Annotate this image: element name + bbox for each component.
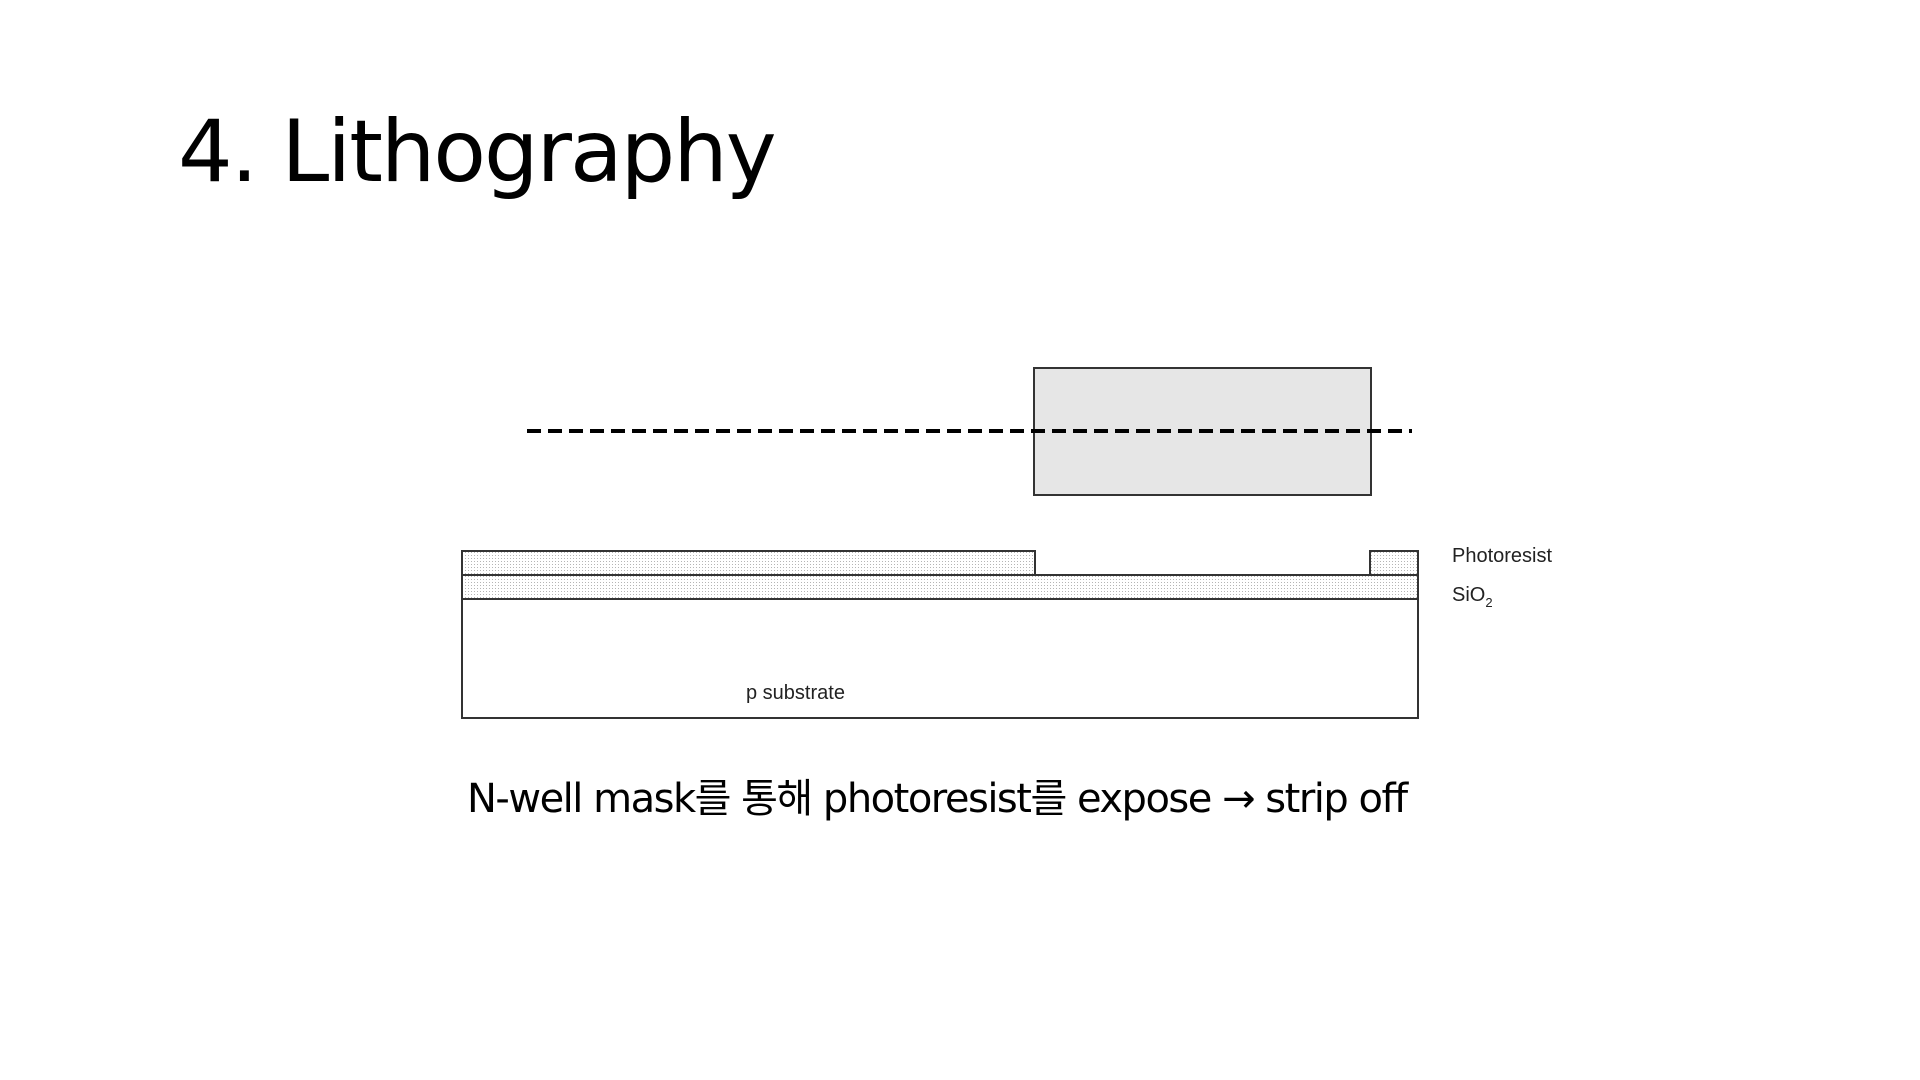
p-substrate-layer bbox=[461, 598, 1419, 719]
photoresist-right-segment bbox=[1369, 550, 1419, 576]
sio2-label-subscript: 2 bbox=[1485, 595, 1492, 610]
sio2-layer bbox=[461, 574, 1419, 600]
p-substrate-label: p substrate bbox=[746, 682, 845, 704]
photoresist-label: Photoresist bbox=[1452, 545, 1552, 567]
sio2-label-base: SiO bbox=[1452, 584, 1485, 606]
slide-title: 4. Lithography bbox=[178, 102, 777, 202]
sio2-label: SiO2 bbox=[1452, 584, 1493, 610]
slide-caption: N-well mask를 통해 photoresist를 expose → st… bbox=[467, 776, 1408, 822]
photoresist-left-segment bbox=[461, 550, 1036, 576]
